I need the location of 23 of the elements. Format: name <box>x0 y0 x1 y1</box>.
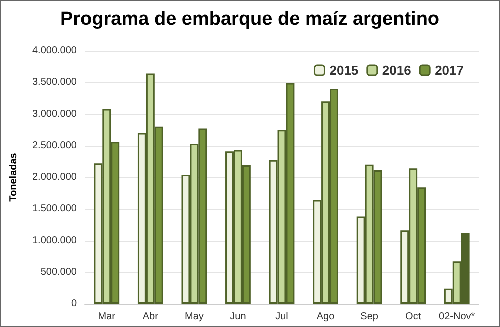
legend-label: 2015 <box>330 63 359 78</box>
y-tick-label: 4.000.000 <box>32 46 78 56</box>
x-tick-label: 02-Nov* <box>439 312 476 322</box>
y-tick-label: 2.500.000 <box>32 140 78 152</box>
x-tick-label: Sep <box>360 312 379 322</box>
y-tick-label: 1.500.000 <box>32 204 78 215</box>
x-tick-label: Ago <box>316 312 336 322</box>
x-tick-label: May <box>184 312 204 322</box>
y-axis-title: Toneladas <box>8 152 20 202</box>
y-tick-label: 3.500.000 <box>32 77 78 88</box>
x-tick-label: Jun <box>230 312 246 322</box>
y-tick-label: 3.000.000 <box>32 108 78 120</box>
y-tick-label: 1.000.000 <box>32 235 78 246</box>
chart-title: Programa de embarque de maíz argentino <box>60 9 440 30</box>
y-tick-label: 500.000 <box>40 266 78 278</box>
legend-label: 2016 <box>382 63 412 78</box>
x-tick-label: Jul <box>276 312 288 322</box>
x-tick-label: Mar <box>98 312 116 322</box>
legend-label: 2017 <box>435 63 464 78</box>
x-tick-label: Oct <box>406 312 422 322</box>
y-tick-label: 2.000.000 <box>32 172 78 183</box>
y-tick-label: 0 <box>71 298 78 310</box>
x-tick-label: Abr <box>142 312 160 322</box>
